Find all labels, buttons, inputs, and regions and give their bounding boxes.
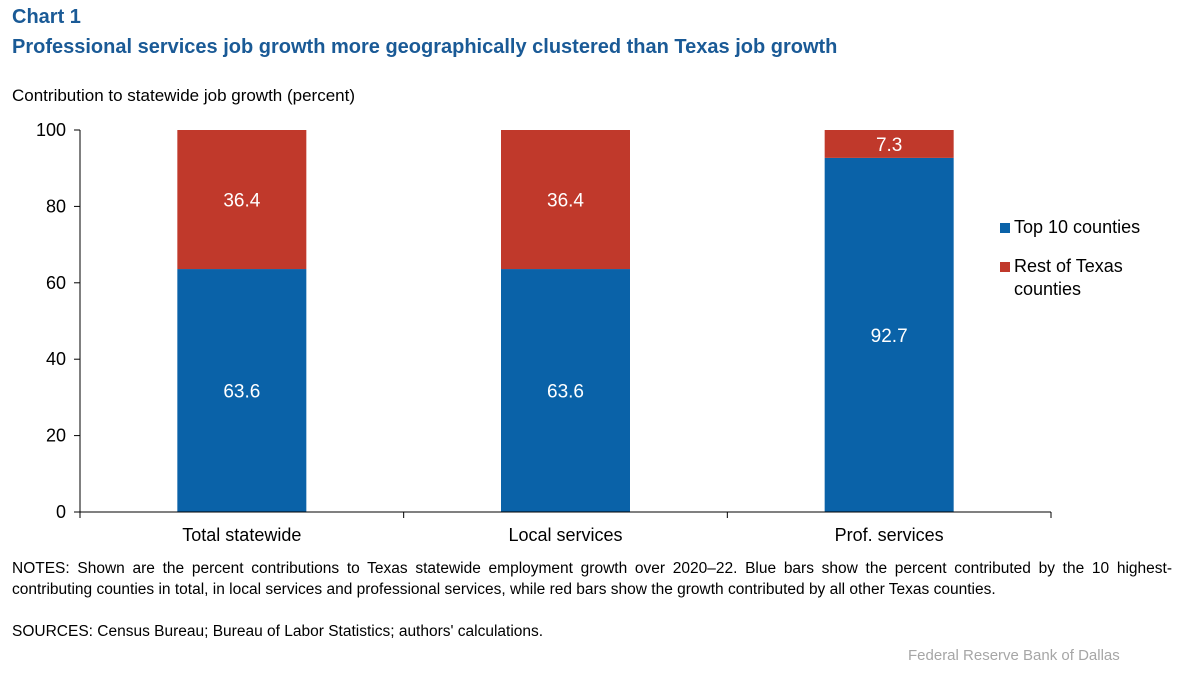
bar-rest-1 xyxy=(501,130,630,270)
bar-rest-2 xyxy=(824,130,954,158)
notes: NOTES: Shown are the percent contributio… xyxy=(12,558,1172,600)
legend: Top 10 counties Rest of Texas counties xyxy=(1000,216,1154,317)
x-tick-label-1: Local services xyxy=(508,525,622,545)
chart-title: Professional services job growth more ge… xyxy=(12,36,838,58)
bar-top10-1 xyxy=(501,269,630,512)
sources: SOURCES: Census Bureau; Bureau of Labor … xyxy=(12,623,544,640)
x-tick-label-0: Total statewide xyxy=(182,525,301,545)
legend-item-rest: Rest of Texas counties xyxy=(1000,255,1154,301)
credit: Federal Reserve Bank of Dallas xyxy=(908,647,1120,664)
legend-swatch-top10 xyxy=(1000,223,1010,233)
chart-label: Chart 1 xyxy=(12,6,81,28)
y-tick-label-0: 0 xyxy=(56,502,66,522)
legend-label-top10: Top 10 counties xyxy=(1014,217,1141,237)
y-tick-label-80: 80 xyxy=(46,196,66,216)
notes-text: NOTES: Shown are the percent contributio… xyxy=(12,560,1172,598)
data-label-top10-0: 63.6 xyxy=(223,382,260,403)
bar-chart: 63.6 36.4 63.6 36.4 92.7 7.3 0 20 40 60 80 100 Total… xyxy=(36,120,1052,545)
y-axis-title: Contribution to statewide job growth (pe… xyxy=(12,86,356,105)
data-label-rest-0: 36.4 xyxy=(223,191,260,212)
x-tick-label-2: Prof. services xyxy=(835,525,944,545)
legend-label-rest: Rest of Texas counties xyxy=(1014,256,1123,299)
data-label-rest-1: 36.4 xyxy=(547,191,584,212)
y-tick-label-60: 60 xyxy=(46,273,66,293)
y-tick-label-20: 20 xyxy=(46,426,66,446)
legend-item-top10: Top 10 counties xyxy=(1000,216,1154,239)
bar-top10-2 xyxy=(824,157,954,513)
data-label-top10-2: 92.7 xyxy=(871,326,908,347)
bar-top10-0 xyxy=(177,269,307,512)
y-tick-label-40: 40 xyxy=(46,349,66,369)
bar-rest-0 xyxy=(177,130,307,270)
data-label-rest-2: 7.3 xyxy=(876,135,902,156)
data-label-top10-1: 63.6 xyxy=(547,382,584,403)
legend-swatch-rest xyxy=(1000,262,1010,272)
y-tick-label-100: 100 xyxy=(36,120,66,140)
